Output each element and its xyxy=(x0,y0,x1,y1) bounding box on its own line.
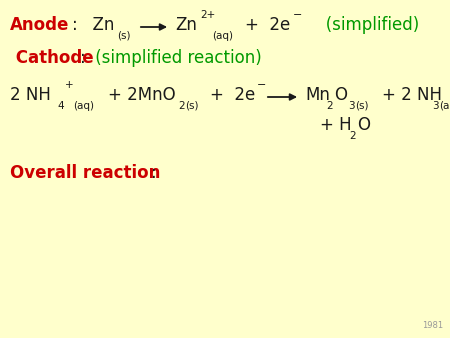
Text: 3: 3 xyxy=(432,101,439,111)
Text: 2: 2 xyxy=(349,131,356,141)
Text: 2+: 2+ xyxy=(200,10,215,20)
Text: :: : xyxy=(151,164,157,182)
Text: + 2 NH: + 2 NH xyxy=(382,86,442,104)
Text: +  2e: + 2e xyxy=(245,16,290,34)
Text: 2: 2 xyxy=(326,101,333,111)
Text: (s): (s) xyxy=(355,101,369,111)
Text: 4: 4 xyxy=(57,101,63,111)
Text: (simplified): (simplified) xyxy=(310,16,419,34)
Text: (aq): (aq) xyxy=(212,31,233,41)
Text: 2 NH: 2 NH xyxy=(10,86,51,104)
Text: Cathode: Cathode xyxy=(10,49,94,67)
Text: Anode: Anode xyxy=(10,16,69,34)
Text: O: O xyxy=(357,116,370,134)
Text: (s): (s) xyxy=(117,31,130,41)
Text: :: : xyxy=(80,49,86,67)
Text: Zn: Zn xyxy=(175,16,197,34)
Text: :: : xyxy=(72,16,78,34)
Text: 2: 2 xyxy=(178,101,184,111)
Text: Zn: Zn xyxy=(82,16,114,34)
Text: + 2MnO: + 2MnO xyxy=(108,86,176,104)
Text: 1981: 1981 xyxy=(422,321,443,330)
Text: +  2e: + 2e xyxy=(210,86,255,104)
Text: 3: 3 xyxy=(348,101,355,111)
Text: + H: + H xyxy=(320,116,351,134)
Text: O: O xyxy=(334,86,347,104)
Text: (s): (s) xyxy=(185,101,198,111)
Text: +: + xyxy=(65,80,74,90)
Text: −: − xyxy=(257,80,266,90)
Text: −: − xyxy=(293,10,302,20)
Text: (aq): (aq) xyxy=(439,101,450,111)
Text: Mn: Mn xyxy=(305,86,330,104)
Text: Overall reaction: Overall reaction xyxy=(10,164,160,182)
Text: (aq): (aq) xyxy=(73,101,94,111)
Text: (simplified reaction): (simplified reaction) xyxy=(90,49,262,67)
